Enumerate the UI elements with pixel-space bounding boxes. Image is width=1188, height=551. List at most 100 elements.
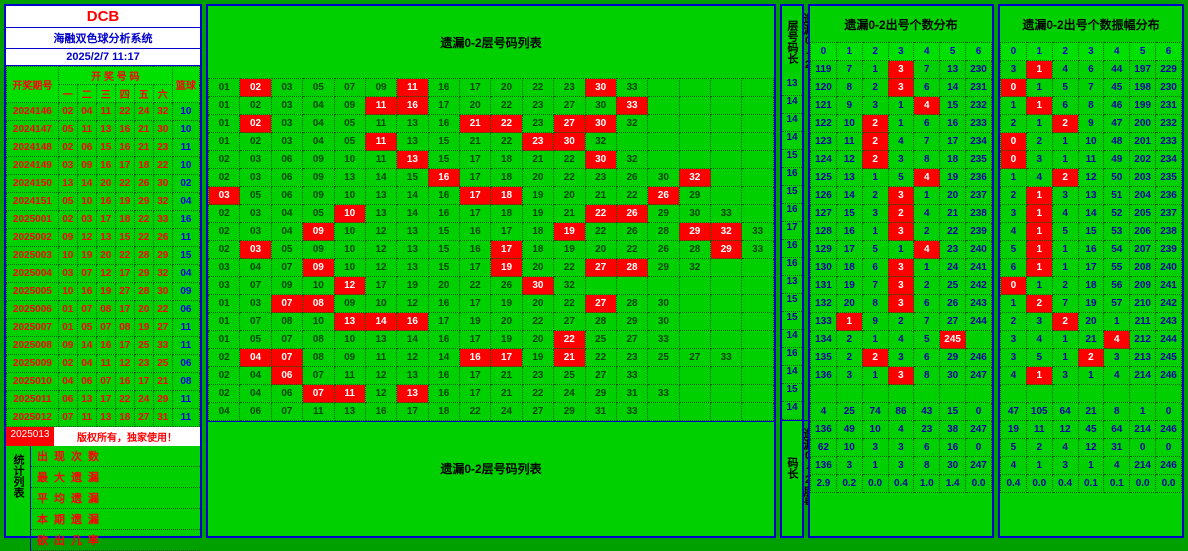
draw-num: 01 xyxy=(58,319,77,337)
grid-cell: 09 xyxy=(334,349,365,367)
dist-row: 1241223818235 xyxy=(811,151,992,169)
grid-cell: 23 xyxy=(522,133,553,151)
grid-cell: 21 xyxy=(460,133,491,151)
grid-cell: 11 xyxy=(365,349,396,367)
dist-cell: 4 xyxy=(914,97,940,115)
grid-cell xyxy=(711,385,742,403)
dist-cell: 0 xyxy=(1001,79,1027,97)
dist-stat-cell: 0.4 xyxy=(1001,475,1027,493)
grid-cell: 30 xyxy=(648,169,679,187)
dist-cell: 16 xyxy=(1078,241,1104,259)
dist-cell: 243 xyxy=(966,295,992,313)
grid-cell: 23 xyxy=(522,115,553,133)
table-row: 202500403071217293204 xyxy=(7,265,200,283)
draw-num: 18 xyxy=(115,409,134,427)
dist-col: 2 xyxy=(1052,43,1078,61)
table-row: 202500209121315222611 xyxy=(7,229,200,247)
grid-cell: 04 xyxy=(303,115,334,133)
dist-cell: 1 xyxy=(1026,223,1052,241)
grid-row: 03040709101213151719202227282932 xyxy=(209,259,774,277)
stat-row-label: 最大遗漏 xyxy=(31,467,200,488)
grid-cell: 10 xyxy=(334,151,365,169)
grid-cell: 26 xyxy=(616,205,647,223)
draw-num: 10 xyxy=(77,193,96,211)
draw-num: 19 xyxy=(134,319,153,337)
blue-num: 08 xyxy=(172,373,199,391)
dist-stat-cell: 4 xyxy=(888,421,914,439)
grid-cell xyxy=(679,97,710,115)
dist1-panel: 遗漏0-2出号个数分布 0123456119713713230120823614… xyxy=(808,4,994,538)
dist-cell: 209 xyxy=(1130,277,1156,295)
grid-cell: 03 xyxy=(240,241,271,259)
dist1-title: 遗漏0-2出号个数分布 xyxy=(810,6,992,42)
dist-cell: 53 xyxy=(1104,223,1130,241)
period-cell: 2024149 xyxy=(7,157,59,175)
grid-cell: 01 xyxy=(209,115,240,133)
dist-cell: 7 xyxy=(862,277,888,295)
grid-cell: 04 xyxy=(271,205,302,223)
dist-cell: 52 xyxy=(1104,205,1130,223)
grid-cell: 01 xyxy=(209,313,240,331)
dist-stat-cell: 1.4 xyxy=(940,475,966,493)
grid-cell: 16 xyxy=(428,331,459,349)
grid-cell: 24 xyxy=(554,385,585,403)
dist-cell: 21 xyxy=(940,205,966,223)
dist-stat-cell: 247 xyxy=(966,421,992,439)
grid-row: 03050609101314161718192021222629 xyxy=(209,187,774,205)
draw-num: 18 xyxy=(115,211,134,229)
draw-num: 10 xyxy=(58,247,77,265)
grid-cell: 14 xyxy=(397,331,428,349)
stats-block: 统计列表 出现次数最大遗漏平均遗漏本期遗漏欲出几率 xyxy=(6,446,200,551)
grid-cell: 26 xyxy=(616,223,647,241)
dist-cell: 205 xyxy=(1130,205,1156,223)
dist-stat-cell: 1 xyxy=(1078,457,1104,475)
dist-cell: 5 xyxy=(1026,349,1052,367)
dist2-table: 0123456314644197229015745198230116846199… xyxy=(1000,42,1182,493)
dist-cell: 1 xyxy=(862,169,888,187)
draw-num: 26 xyxy=(134,175,153,193)
dist-cell: 18 xyxy=(836,259,862,277)
period-cell: 2025012 xyxy=(7,409,59,427)
grid-cell: 03 xyxy=(240,223,271,241)
dist-cell: 234 xyxy=(966,133,992,151)
grid-row: 0203040510131416171819212226293033 xyxy=(209,205,774,223)
dist-col: 0 xyxy=(1001,43,1027,61)
draw-num: 02 xyxy=(58,103,77,121)
dist-stat-cell: 3 xyxy=(1052,457,1078,475)
grid-cell: 22 xyxy=(616,187,647,205)
dist-cell: 9 xyxy=(836,97,862,115)
dist-stat-cell: 16 xyxy=(940,439,966,457)
dist-cell: 7 xyxy=(836,61,862,79)
grid-cell: 17 xyxy=(428,313,459,331)
grid-cell: 18 xyxy=(491,151,522,169)
dist-row: 1342145245 xyxy=(811,331,992,349)
grid-cell: 20 xyxy=(522,259,553,277)
blue-num: 11 xyxy=(172,139,199,157)
dist-cell: 199 xyxy=(1130,97,1156,115)
table-row: 202500310192022282915 xyxy=(7,247,200,265)
grid-cell: 16 xyxy=(428,367,459,385)
grid-cell: 08 xyxy=(303,331,334,349)
dist-cell: 2 xyxy=(1001,115,1027,133)
dist-cell: 3 xyxy=(836,367,862,385)
dist-cell: 3 xyxy=(888,277,914,295)
grid-cell: 06 xyxy=(271,367,302,385)
subcol: 三 xyxy=(96,85,115,103)
grid-cell xyxy=(585,277,616,295)
grid-cell: 17 xyxy=(460,187,491,205)
dist-cell: 1 xyxy=(1026,259,1052,277)
grid-cell: 07 xyxy=(271,403,302,421)
grid-cell xyxy=(648,97,679,115)
dist-cell: 231 xyxy=(966,79,992,97)
dist-cell: 125 xyxy=(811,169,837,187)
draw-num: 28 xyxy=(134,247,153,265)
dist-row: 1421250203235 xyxy=(1001,169,1182,187)
draw-num: 21 xyxy=(134,139,153,157)
grid-cell: 30 xyxy=(585,115,616,133)
dist-cell: 2 xyxy=(836,349,862,367)
dist-stat-cell: 246 xyxy=(1156,421,1182,439)
dist-stat-cell: 0 xyxy=(966,403,992,421)
dist-row: 1271957210242 xyxy=(1001,295,1182,313)
grid-cell: 16 xyxy=(365,403,396,421)
dist-stat-cell: 214 xyxy=(1130,421,1156,439)
